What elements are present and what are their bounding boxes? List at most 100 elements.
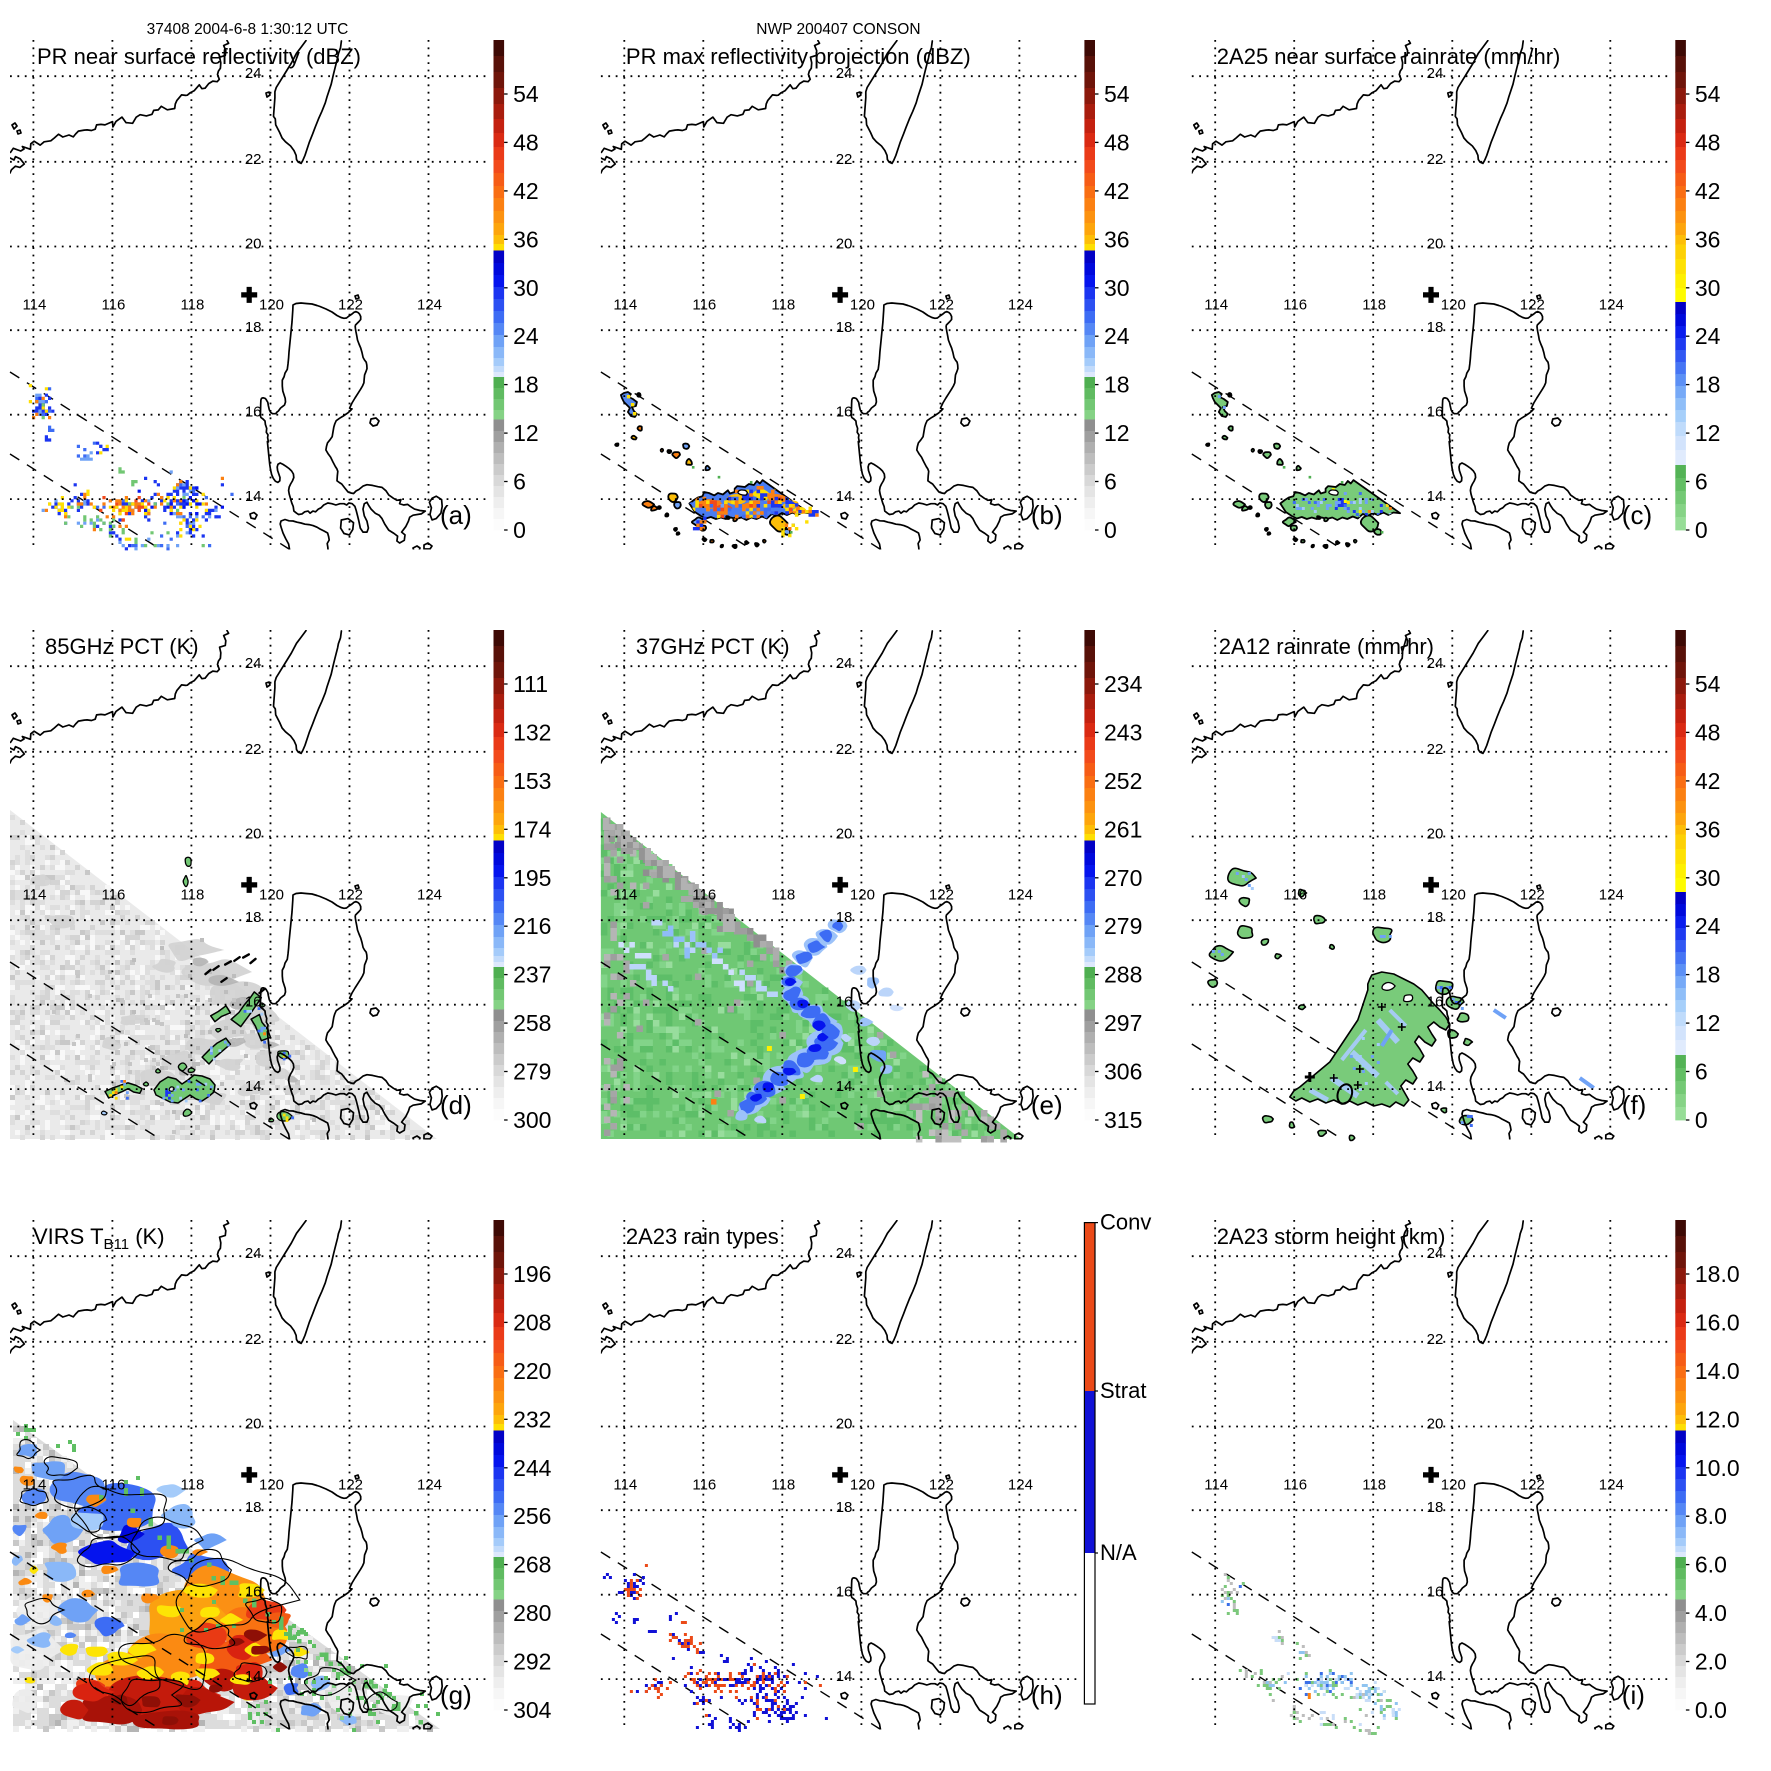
svg-text:30: 30 [1695, 275, 1721, 301]
svg-text:16.0: 16.0 [1695, 1309, 1740, 1335]
svg-text:2A23 rain types: 2A23 rain types [626, 1224, 779, 1249]
svg-text:6: 6 [1695, 1059, 1708, 1085]
svg-text:244: 244 [513, 1455, 552, 1481]
svg-text:30: 30 [1695, 865, 1721, 891]
svg-text:2A25 near surface rainrate (mm: 2A25 near surface rainrate (mm/hr) [1217, 44, 1561, 69]
svg-text:220: 220 [513, 1358, 551, 1384]
svg-text:280: 280 [513, 1600, 551, 1626]
svg-text:12: 12 [1695, 1010, 1721, 1036]
svg-text:PR near surface reflectivity (: PR near surface reflectivity (dBZ) [37, 44, 361, 69]
svg-text:54: 54 [1695, 671, 1721, 697]
svg-text:270: 270 [1104, 865, 1142, 891]
svg-text:(c): (c) [1622, 500, 1652, 530]
svg-text:279: 279 [1104, 913, 1142, 939]
svg-text:48: 48 [1695, 719, 1721, 745]
svg-text:268: 268 [513, 1552, 551, 1578]
svg-text:42: 42 [1695, 768, 1721, 794]
svg-text:(e): (e) [1031, 1090, 1063, 1120]
svg-text:232: 232 [513, 1406, 551, 1432]
svg-text:42: 42 [1695, 178, 1721, 204]
svg-text:0: 0 [1695, 1107, 1708, 1133]
svg-text:300: 300 [513, 1107, 551, 1133]
svg-text:24: 24 [1695, 323, 1721, 349]
svg-text:48: 48 [1695, 129, 1721, 155]
svg-text:6: 6 [1695, 469, 1708, 495]
svg-text:37GHz PCT (K): 37GHz PCT (K) [636, 634, 790, 659]
svg-text:153: 153 [513, 768, 551, 794]
svg-text:42: 42 [1104, 178, 1130, 204]
svg-text:48: 48 [513, 129, 539, 155]
svg-text:216: 216 [513, 913, 551, 939]
svg-text:297: 297 [1104, 1010, 1142, 1036]
svg-text:0.0: 0.0 [1695, 1697, 1727, 1723]
svg-text:(i): (i) [1622, 1680, 1645, 1710]
svg-text:8.0: 8.0 [1695, 1503, 1727, 1529]
svg-text:237: 237 [513, 962, 551, 988]
svg-text:12.0: 12.0 [1695, 1406, 1740, 1432]
svg-text:0: 0 [513, 517, 526, 543]
svg-text:306: 306 [1104, 1059, 1142, 1085]
svg-text:(h): (h) [1031, 1680, 1063, 1710]
svg-text:54: 54 [1104, 81, 1130, 107]
svg-text:18: 18 [513, 372, 539, 398]
svg-text:258: 258 [513, 1010, 551, 1036]
svg-text:36: 36 [1695, 816, 1721, 842]
svg-text:48: 48 [1104, 129, 1130, 155]
svg-text:(f): (f) [1622, 1090, 1647, 1120]
svg-text:42: 42 [513, 178, 539, 204]
svg-text:N/A: N/A [1100, 1540, 1137, 1565]
svg-text:30: 30 [513, 275, 539, 301]
svg-text:14.0: 14.0 [1695, 1358, 1740, 1384]
svg-text:195: 195 [513, 865, 551, 891]
svg-text:261: 261 [1104, 816, 1142, 842]
svg-text:(g): (g) [440, 1680, 472, 1710]
svg-text:54: 54 [513, 81, 539, 107]
svg-text:132: 132 [513, 719, 551, 745]
svg-text:0: 0 [1104, 517, 1117, 543]
svg-text:2.0: 2.0 [1695, 1649, 1727, 1675]
svg-text:0: 0 [1695, 517, 1708, 543]
svg-text:54: 54 [1695, 81, 1721, 107]
svg-text:12: 12 [1104, 420, 1130, 446]
svg-text:18: 18 [1104, 372, 1130, 398]
svg-text:304: 304 [513, 1697, 552, 1723]
svg-text:174: 174 [513, 816, 552, 842]
svg-text:4.0: 4.0 [1695, 1600, 1727, 1626]
svg-text:292: 292 [513, 1649, 551, 1675]
svg-text:24: 24 [513, 323, 539, 349]
svg-text:NWP 200407 CONSON: NWP 200407 CONSON [756, 21, 920, 38]
svg-text:36: 36 [513, 226, 539, 252]
svg-text:PR max reflectivity projection: PR max reflectivity projection (dBZ) [626, 44, 971, 69]
svg-text:Conv: Conv [1100, 1210, 1151, 1235]
svg-text:24: 24 [1695, 913, 1721, 939]
svg-text:18.0: 18.0 [1695, 1261, 1740, 1287]
svg-text:(b): (b) [1031, 500, 1063, 530]
svg-text:111: 111 [513, 671, 548, 697]
svg-text:256: 256 [513, 1503, 551, 1529]
svg-text:12: 12 [1695, 420, 1721, 446]
svg-text:18: 18 [1695, 962, 1721, 988]
svg-text:Strat: Strat [1100, 1378, 1146, 1403]
svg-text:30: 30 [1104, 275, 1130, 301]
svg-text:6: 6 [513, 469, 526, 495]
svg-text:315: 315 [1104, 1107, 1142, 1133]
svg-text:243: 243 [1104, 719, 1142, 745]
svg-text:2A23 storm height (km): 2A23 storm height (km) [1217, 1224, 1446, 1249]
svg-text:36: 36 [1104, 226, 1130, 252]
svg-text:12: 12 [513, 420, 539, 446]
svg-text:208: 208 [513, 1309, 551, 1335]
svg-text:288: 288 [1104, 962, 1142, 988]
svg-text:252: 252 [1104, 768, 1142, 794]
svg-text:18: 18 [1695, 372, 1721, 398]
svg-text:279: 279 [513, 1059, 551, 1085]
svg-text:(a): (a) [440, 500, 472, 530]
svg-text:37408 2004-6-8 1:30:12 UTC: 37408 2004-6-8 1:30:12 UTC [147, 21, 349, 38]
svg-text:10.0: 10.0 [1695, 1455, 1740, 1481]
svg-text:196: 196 [513, 1261, 551, 1287]
svg-text:24: 24 [1104, 323, 1130, 349]
svg-text:36: 36 [1695, 226, 1721, 252]
svg-text:(d): (d) [440, 1090, 472, 1120]
svg-text:85GHz PCT (K): 85GHz PCT (K) [45, 634, 199, 659]
svg-text:2A12 rainrate (mm/hr): 2A12 rainrate (mm/hr) [1219, 634, 1434, 659]
svg-text:234: 234 [1104, 671, 1143, 697]
